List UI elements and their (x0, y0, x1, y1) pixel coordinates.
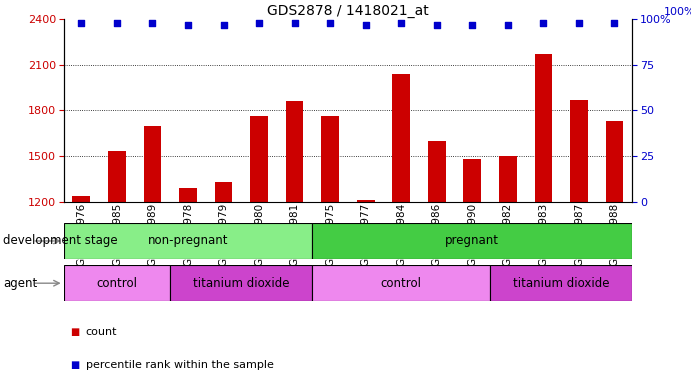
Point (360, 22, 371, 28)
Text: titanium dioxide: titanium dioxide (193, 277, 290, 290)
Point (254, 20, 265, 26)
Bar (64, 265, 170, 301)
Bar (499, 156, 517, 202)
Text: development stage: development stage (3, 235, 118, 247)
Point (467, 22, 478, 28)
Point (609, 20, 620, 26)
Bar (73, 195, 91, 202)
Bar (605, 121, 623, 202)
Text: 100%: 100% (663, 7, 691, 17)
Text: ■: ■ (70, 327, 79, 337)
Bar (250, 116, 268, 202)
Bar (428, 141, 446, 202)
Bar (170, 265, 312, 301)
Point (502, 22, 513, 28)
Text: count: count (86, 327, 117, 337)
Point (76, 20, 87, 26)
Bar (108, 151, 126, 202)
Point (147, 20, 158, 26)
Bar (535, 54, 552, 202)
Bar (321, 116, 339, 202)
Bar (215, 182, 232, 202)
Point (396, 20, 407, 26)
Point (218, 22, 229, 28)
Point (538, 20, 549, 26)
Bar (64, 223, 312, 259)
Point (325, 20, 336, 26)
Title: GDS2878 / 1418021_at: GDS2878 / 1418021_at (267, 4, 429, 18)
Bar (312, 265, 490, 301)
Point (431, 22, 442, 28)
Point (111, 20, 122, 26)
Bar (357, 200, 375, 202)
Bar (490, 265, 632, 301)
Text: non-pregnant: non-pregnant (148, 235, 228, 247)
Text: titanium dioxide: titanium dioxide (513, 277, 609, 290)
Bar (392, 74, 410, 202)
Text: control: control (96, 277, 138, 290)
Bar (312, 223, 632, 259)
Bar (464, 159, 481, 202)
Text: percentile rank within the sample: percentile rank within the sample (86, 360, 274, 370)
Text: pregnant: pregnant (445, 235, 500, 247)
Bar (144, 126, 161, 202)
Bar (570, 100, 588, 202)
Bar (285, 101, 303, 202)
Text: ■: ■ (70, 360, 79, 370)
Bar (179, 188, 197, 202)
Point (289, 20, 300, 26)
Point (182, 22, 193, 28)
Point (574, 20, 585, 26)
Text: agent: agent (3, 277, 38, 290)
Text: control: control (381, 277, 422, 290)
